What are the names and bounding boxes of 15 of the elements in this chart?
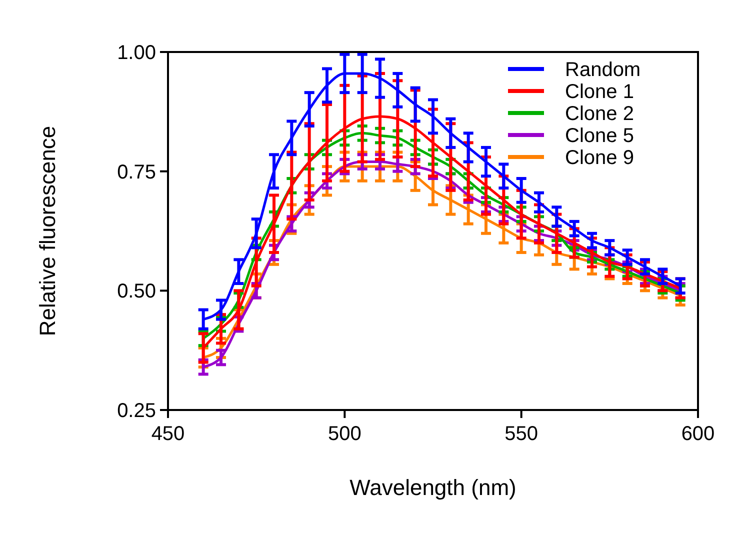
x-tick-label: 550 [504, 423, 538, 445]
y-tick-label: 0.50 [117, 280, 156, 303]
y-tick-label: 0.25 [117, 400, 156, 422]
x-axis-title: Wavelength (nm) [350, 475, 516, 500]
legend-label: Random [565, 59, 641, 81]
x-tick-label: 450 [151, 423, 185, 445]
x-tick-label: 600 [681, 423, 715, 445]
x-tick-label: 500 [328, 423, 362, 445]
y-tick-label: 0.75 [117, 161, 156, 184]
legend-label: Clone 9 [565, 147, 634, 169]
legend-label: Clone 1 [565, 81, 634, 103]
y-tick-label: 1.00 [117, 42, 156, 64]
y-axis-title: Relative fluorescence [35, 126, 60, 336]
legend-label: Clone 5 [565, 125, 634, 147]
legend-label: Clone 2 [565, 103, 634, 125]
